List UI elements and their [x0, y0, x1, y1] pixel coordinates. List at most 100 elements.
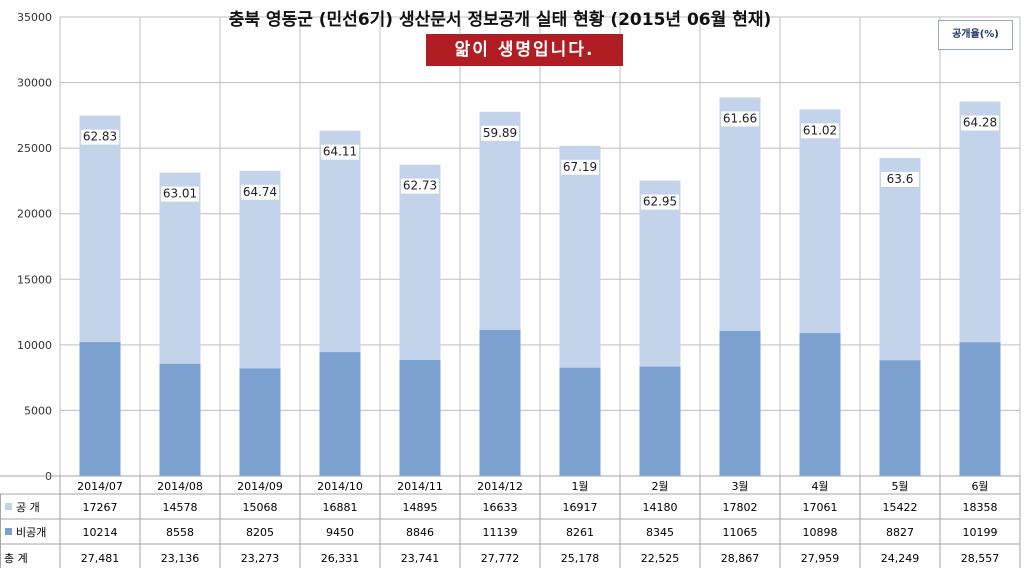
table-cell: 9450 [326, 526, 354, 539]
table-cell: 8827 [886, 526, 914, 539]
rate-label: 64.11 [323, 145, 357, 159]
table-cell: 28,557 [961, 552, 1000, 565]
table-cell: 8345 [646, 526, 674, 539]
rate-label-bg [401, 178, 439, 194]
bar-public [799, 109, 841, 334]
rate-label-bg [961, 115, 999, 131]
bar-public [959, 101, 1001, 343]
rate-label: 67.19 [563, 160, 597, 174]
table-cell: 10898 [803, 526, 838, 539]
table-cell: 15422 [883, 501, 918, 514]
table-cell: 17061 [803, 501, 838, 514]
table-cell: 14578 [163, 501, 198, 514]
x-tick-label: 2014/08 [157, 480, 203, 493]
y-tick-label: 15000 [17, 273, 52, 286]
rate-label: 59.89 [483, 126, 517, 140]
x-tick-label: 2014/11 [397, 480, 443, 493]
y-tick-label: 5000 [24, 404, 52, 417]
bar-public [639, 180, 681, 367]
bar-private [399, 359, 441, 476]
y-tick-label: 25000 [17, 142, 52, 155]
bar-public [79, 115, 121, 343]
table-cell: 27,959 [801, 552, 840, 565]
bar-private [639, 366, 681, 476]
table-cell: 28,867 [721, 552, 760, 565]
table-row-label: 공 개 [16, 501, 40, 514]
bar-public [159, 172, 201, 364]
y-tick-label: 35000 [17, 11, 52, 24]
table-cell: 16881 [323, 501, 358, 514]
table-cell: 22,525 [641, 552, 680, 565]
table-cell: 27,481 [81, 552, 120, 565]
bar-private [799, 333, 841, 476]
bar-private [959, 342, 1001, 476]
table-cell: 15068 [243, 501, 278, 514]
bar-private [319, 352, 361, 476]
table-cell: 14895 [403, 501, 438, 514]
rate-label: 61.66 [723, 111, 757, 125]
table-cell: 23,741 [401, 552, 440, 565]
table-row-label: 총 계 [4, 552, 28, 565]
table-legend-swatch [5, 528, 12, 535]
table-cell: 8205 [246, 526, 274, 539]
table-cell: 23,136 [161, 552, 200, 565]
table-cell: 26,331 [321, 552, 360, 565]
table-cell: 8261 [566, 526, 594, 539]
rate-label: 63.01 [163, 187, 197, 201]
rate-label-bg [81, 129, 119, 145]
rate-label: 62.95 [643, 195, 677, 209]
rate-label-bg [161, 186, 199, 202]
bar-public [399, 164, 441, 360]
x-tick-label: 2014/12 [477, 480, 523, 493]
bar-public [239, 170, 281, 369]
x-tick-label: 1월 [571, 480, 588, 493]
x-tick-label: 6월 [971, 480, 988, 493]
x-tick-label: 2014/09 [237, 480, 283, 493]
y-tick-label: 30000 [17, 77, 52, 90]
table-cell: 11139 [483, 526, 518, 539]
bar-public [319, 130, 361, 353]
rate-label: 64.74 [243, 185, 277, 199]
x-tick-label: 3월 [731, 480, 748, 493]
rate-label-bg [721, 111, 759, 127]
bar-private [79, 342, 121, 476]
table-cell: 10199 [963, 526, 998, 539]
rate-label-bg [801, 123, 839, 139]
x-tick-label: 4월 [811, 480, 828, 493]
bar-private [719, 330, 761, 476]
bar-private [159, 363, 201, 476]
rate-label: 61.02 [803, 123, 837, 137]
table-cell: 16917 [563, 501, 598, 514]
rate-label-bg [881, 171, 919, 187]
bar-private [559, 367, 601, 476]
table-cell: 17802 [723, 501, 758, 514]
rate-label-bg [561, 159, 599, 175]
table-cell: 16633 [483, 501, 518, 514]
bar-public [879, 157, 921, 361]
table-cell: 23,273 [241, 552, 280, 565]
table-cell: 10214 [83, 526, 118, 539]
legend-label: 공개율(%) [952, 29, 999, 40]
rate-label: 62.83 [83, 130, 117, 144]
y-tick-label: 20000 [17, 208, 52, 221]
table-cell: 8846 [406, 526, 434, 539]
bar-public [479, 111, 521, 330]
table-cell: 27,772 [481, 552, 520, 565]
rate-label-bg [481, 125, 519, 141]
rate-label-bg [321, 144, 359, 160]
rate-label: 64.28 [963, 115, 997, 129]
table-cell: 17267 [83, 501, 118, 514]
table-cell: 14180 [643, 501, 678, 514]
legend: 공개율(%) [938, 20, 1013, 50]
table-cell: 24,249 [881, 552, 920, 565]
x-tick-label: 2014/07 [77, 480, 123, 493]
bar-private [479, 329, 521, 476]
rate-label-bg [641, 194, 679, 210]
bar-public [719, 97, 761, 331]
table-cell: 18358 [963, 501, 998, 514]
x-tick-label: 2014/10 [317, 480, 363, 493]
table-row-label: 비공개 [16, 526, 46, 539]
rate-label: 63.6 [887, 172, 914, 186]
